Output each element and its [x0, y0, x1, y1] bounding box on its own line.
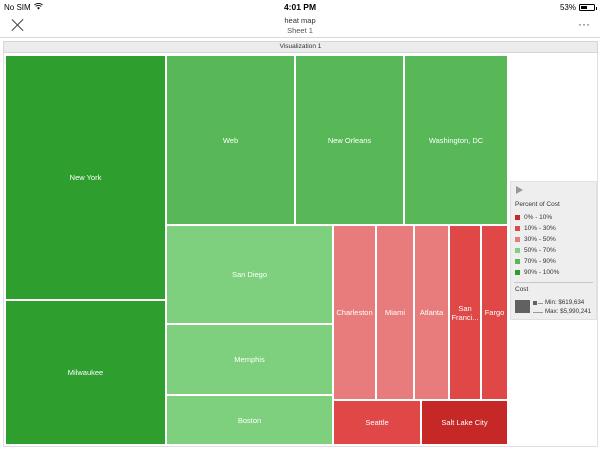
sheet-subtitle: Sheet 1 — [287, 26, 313, 35]
tile-milwaukee[interactable]: Milwaukee — [5, 300, 166, 445]
cost-size-large — [515, 300, 530, 313]
tile-label: Memphis — [234, 355, 265, 364]
legend-item: 30% - 50% — [515, 236, 556, 243]
tile-label: New York — [69, 173, 102, 182]
legend-item: 50% - 70% — [515, 247, 556, 254]
tile-label: New Orleans — [327, 135, 372, 145]
legend-item: 0% - 10% — [515, 214, 552, 221]
tile-label: Washington, DC — [428, 135, 484, 145]
legend-swatch — [515, 248, 520, 253]
battery-status: 53% — [559, 3, 597, 12]
tile-label: Salt Lake City — [441, 418, 488, 427]
tile-new-york[interactable]: New York — [5, 55, 166, 300]
legend-swatch — [515, 226, 520, 231]
wifi-icon — [33, 3, 43, 12]
visualization-frame — [3, 53, 598, 447]
tile-label: San Diego — [231, 270, 268, 279]
tile-label: San Franci... — [451, 303, 479, 322]
tile-memphis[interactable]: Memphis — [166, 324, 333, 395]
nav-bar: heat map Sheet 1 ··· — [0, 14, 600, 38]
tile-new-orleans[interactable]: New Orleans — [295, 55, 404, 225]
tile-label: Fargo — [484, 308, 505, 317]
legend-swatch — [515, 270, 520, 275]
legend-item: 70% - 90% — [515, 258, 556, 265]
legend-swatch — [515, 215, 520, 220]
legend-label: 30% - 50% — [524, 236, 556, 243]
tile-washington-dc[interactable]: Washington, DC — [404, 55, 508, 225]
cost-max: Max: $5,990,241 — [545, 308, 592, 315]
legend-divider — [514, 282, 593, 283]
tile-web[interactable]: Web — [166, 55, 295, 225]
legend-swatch — [515, 237, 520, 242]
legend-swatch — [515, 259, 520, 264]
tile-fargo[interactable]: Fargo — [481, 225, 508, 400]
legend-label: 0% - 10% — [524, 214, 553, 221]
tile-boston[interactable]: Boston — [166, 395, 333, 445]
legend-item: 10% - 30% — [515, 225, 556, 232]
tile-salt-lake-city[interactable]: Salt Lake City — [421, 400, 508, 445]
tile-san-diego[interactable]: San Diego — [166, 225, 333, 324]
tile-label: Atlanta — [419, 308, 444, 317]
clock: 4:01 PM — [283, 2, 317, 12]
page-title: heat map — [284, 16, 316, 25]
tile-charleston[interactable]: Charleston — [333, 225, 376, 400]
play-icon[interactable] — [516, 186, 523, 194]
legend-label: 90% - 100% — [524, 269, 560, 276]
cost-min: Min: $619,634 — [545, 299, 585, 306]
tile-san-francisco[interactable]: San Franci... — [449, 225, 481, 400]
more-options-icon[interactable]: ··· — [578, 17, 590, 31]
legend-panel: Percent of Cost 0% - 10% 10% - 30% 30% -… — [510, 181, 597, 320]
tile-label: Milwaukee — [67, 368, 104, 377]
tile-label: Seattle — [365, 418, 389, 427]
visualization-header: Visualization 1 — [3, 41, 598, 53]
tile-label: Web — [222, 135, 239, 145]
tile-label: Boston — [237, 415, 262, 425]
legend-item: 90% - 100% — [515, 269, 559, 276]
legend-label: 70% - 90% — [524, 258, 556, 265]
carrier-info: No SIM — [4, 3, 43, 12]
legend-label: 10% - 30% — [524, 225, 556, 232]
cost-leader-line — [538, 303, 543, 304]
tile-label: Miami — [385, 308, 405, 317]
battery-fill — [581, 6, 588, 9]
tile-seattle[interactable]: Seattle — [333, 400, 421, 445]
tile-miami[interactable]: Miami — [376, 225, 414, 400]
cost-title: Cost — [515, 286, 529, 293]
cost-leader-line — [533, 312, 543, 313]
legend-label: 50% - 70% — [524, 247, 556, 254]
status-bar: No SIM 4:01 PM 53% — [0, 0, 600, 14]
tile-atlanta[interactable]: Atlanta — [414, 225, 449, 400]
battery-icon — [579, 4, 597, 11]
tile-label: Charleston — [336, 308, 373, 317]
carrier-label: No SIM — [4, 3, 31, 12]
legend-title: Percent of Cost — [515, 201, 560, 208]
cost-size-small — [533, 301, 537, 305]
battery-percent: 53% — [559, 3, 576, 12]
